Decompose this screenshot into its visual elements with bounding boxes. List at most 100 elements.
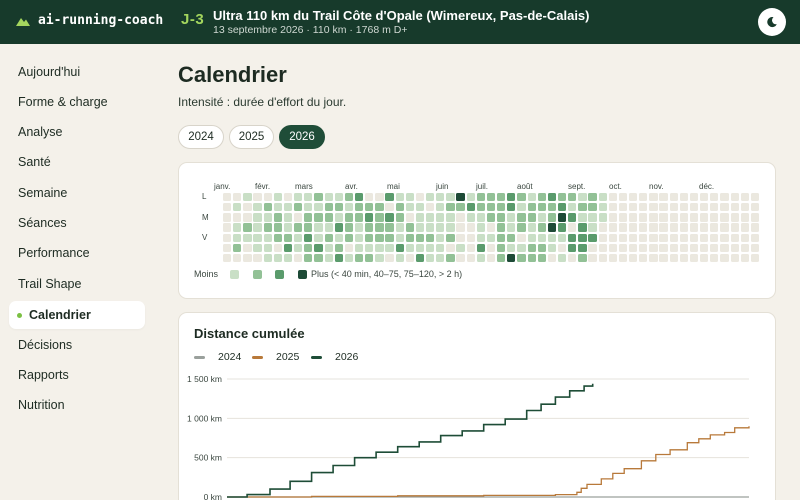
heatmap-cell[interactable] (720, 213, 729, 222)
heatmap-cell[interactable] (314, 233, 323, 242)
heatmap-cell[interactable] (273, 243, 283, 253)
heatmap-cell[interactable] (294, 233, 303, 242)
heatmap-cell[interactable] (456, 213, 465, 222)
heatmap-cell[interactable] (527, 193, 536, 202)
heatmap-cell[interactable] (537, 233, 546, 242)
heatmap-cell[interactable] (273, 223, 283, 232)
heatmap-cell[interactable] (273, 193, 283, 202)
heatmap-cell[interactable] (304, 223, 313, 232)
heatmap-cell[interactable] (375, 243, 384, 253)
heatmap-cell[interactable] (476, 233, 486, 242)
heatmap-cell[interactable] (547, 233, 557, 242)
heatmap-cell[interactable] (233, 203, 242, 212)
theme-toggle-button[interactable] (758, 8, 786, 36)
heatmap-cell[interactable] (710, 253, 719, 263)
heatmap-cell[interactable] (750, 213, 760, 222)
heatmap-cell[interactable] (679, 203, 689, 212)
heatmap-cell[interactable] (639, 243, 648, 253)
heatmap-cell[interactable] (243, 243, 252, 253)
heatmap-cell[interactable] (273, 203, 283, 212)
heatmap-cell[interactable] (689, 253, 699, 263)
year-tab-2024[interactable]: 2024 (178, 125, 224, 149)
heatmap-cell[interactable] (304, 243, 313, 253)
heatmap-cell[interactable] (263, 223, 272, 232)
heatmap-cell[interactable] (334, 193, 343, 202)
heatmap-cell[interactable] (283, 213, 293, 222)
heatmap-cell[interactable] (334, 213, 343, 222)
heatmap-cell[interactable] (578, 243, 587, 253)
heatmap-cell[interactable] (334, 223, 343, 232)
heatmap-cell[interactable] (578, 253, 587, 263)
heatmap-cell[interactable] (608, 243, 617, 253)
heatmap-cell[interactable] (618, 223, 628, 232)
heatmap-cell[interactable] (223, 203, 232, 212)
heatmap-cell[interactable] (253, 253, 262, 263)
heatmap-cell[interactable] (334, 253, 343, 263)
heatmap-cell[interactable] (557, 203, 567, 212)
heatmap-cell[interactable] (649, 213, 658, 222)
heatmap-cell[interactable] (669, 203, 678, 212)
heatmap-cell[interactable] (497, 233, 506, 242)
heatmap-cell[interactable] (557, 243, 567, 253)
heatmap-cell[interactable] (659, 213, 668, 222)
heatmap-cell[interactable] (426, 233, 435, 242)
heatmap-cell[interactable] (405, 243, 414, 253)
heatmap-cell[interactable] (395, 203, 404, 212)
heatmap-cell[interactable] (486, 203, 496, 212)
heatmap-cell[interactable] (375, 213, 384, 222)
heatmap-cell[interactable] (294, 193, 303, 202)
heatmap-cell[interactable] (639, 253, 648, 263)
heatmap-cell[interactable] (456, 203, 465, 212)
heatmap-cell[interactable] (588, 233, 597, 242)
heatmap-cell[interactable] (608, 193, 617, 202)
heatmap-cell[interactable] (659, 223, 668, 232)
heatmap-cell[interactable] (497, 193, 506, 202)
heatmap-cell[interactable] (365, 243, 374, 253)
sidebar-item-7[interactable]: Trail Shape (9, 270, 145, 298)
heatmap-cell[interactable] (568, 253, 577, 263)
heatmap-cell[interactable] (537, 253, 546, 263)
heatmap-cell[interactable] (334, 243, 343, 253)
heatmap-cell[interactable] (486, 253, 496, 263)
heatmap-cell[interactable] (456, 233, 465, 242)
heatmap-cell[interactable] (598, 203, 607, 212)
heatmap-cell[interactable] (405, 203, 414, 212)
heatmap-cell[interactable] (527, 253, 536, 263)
heatmap-cell[interactable] (466, 203, 475, 212)
heatmap-cell[interactable] (720, 223, 729, 232)
heatmap-cell[interactable] (375, 233, 384, 242)
heatmap-cell[interactable] (233, 243, 242, 253)
heatmap-cell[interactable] (263, 233, 272, 242)
heatmap-cell[interactable] (456, 243, 465, 253)
heatmap-cell[interactable] (578, 233, 587, 242)
heatmap-cell[interactable] (446, 233, 455, 242)
heatmap-cell[interactable] (294, 243, 303, 253)
heatmap-cell[interactable] (233, 213, 242, 222)
heatmap-cell[interactable] (243, 213, 252, 222)
heatmap-cell[interactable] (547, 213, 557, 222)
heatmap-cell[interactable] (344, 243, 354, 253)
heatmap-cell[interactable] (557, 233, 567, 242)
heatmap-cell[interactable] (679, 243, 689, 253)
heatmap-cell[interactable] (233, 223, 242, 232)
heatmap-cell[interactable] (395, 213, 404, 222)
heatmap-cell[interactable] (283, 243, 293, 253)
heatmap-cell[interactable] (527, 233, 536, 242)
heatmap-cell[interactable] (700, 213, 709, 222)
heatmap-cell[interactable] (578, 223, 587, 232)
heatmap-cell[interactable] (568, 233, 577, 242)
heatmap-cell[interactable] (456, 253, 465, 263)
heatmap-cell[interactable] (426, 213, 435, 222)
heatmap-cell[interactable] (527, 213, 536, 222)
heatmap-cell[interactable] (314, 243, 323, 253)
heatmap-cell[interactable] (588, 253, 597, 263)
heatmap-cell[interactable] (354, 243, 364, 253)
heatmap-cell[interactable] (629, 243, 638, 253)
heatmap-cell[interactable] (689, 213, 699, 222)
heatmap-cell[interactable] (720, 193, 729, 202)
heatmap-cell[interactable] (659, 203, 668, 212)
heatmap-cell[interactable] (507, 213, 516, 222)
heatmap-cell[interactable] (649, 193, 658, 202)
heatmap-cell[interactable] (740, 193, 749, 202)
heatmap-cell[interactable] (679, 193, 689, 202)
